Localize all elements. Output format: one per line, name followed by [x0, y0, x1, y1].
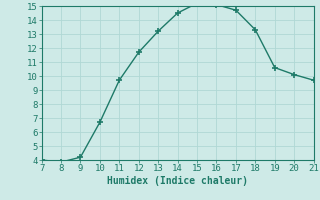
X-axis label: Humidex (Indice chaleur): Humidex (Indice chaleur): [107, 176, 248, 186]
